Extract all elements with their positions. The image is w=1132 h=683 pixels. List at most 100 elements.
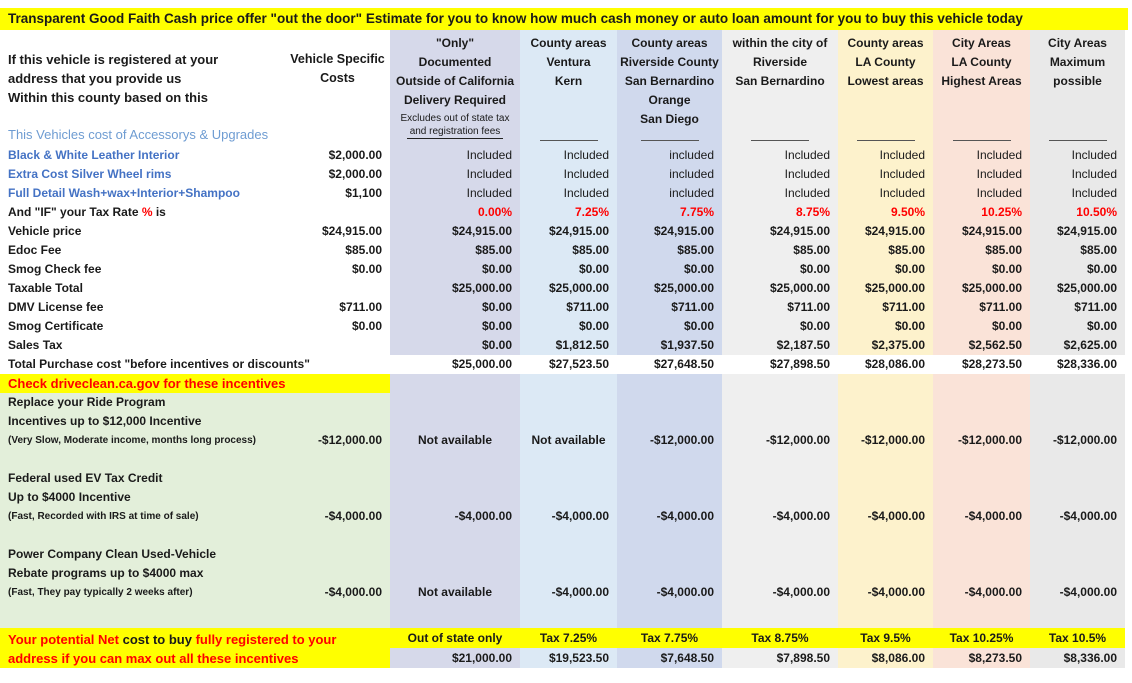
row-label: Vehicle price [8, 224, 82, 238]
column-header-line: Maximum [1049, 55, 1106, 69]
row-label: And "IF" your Tax Rate % is [0, 203, 285, 222]
cell-ventura-kern: -$4,000.00 [520, 507, 617, 526]
column-header-line: within the city of [732, 36, 828, 50]
cell-out-of-state [390, 393, 520, 412]
cell-out-of-state [390, 602, 520, 621]
check-driveclean-banner: Check driveclean.ca.gov for these incent… [0, 374, 390, 393]
column-header-city-riverside: within the city of Riverside San Bernardin… [722, 30, 838, 146]
note-line: and registration fees [390, 125, 520, 139]
title-banner: Transparent Good Faith Cash price offer … [0, 8, 1128, 30]
driveclean-link[interactable]: driveclean.ca.gov [50, 376, 160, 391]
row-label: Smog Check fee [8, 262, 102, 276]
cell-la-lowest: $25,000.00 [838, 279, 933, 298]
incentive-heading: Rebate programs up to $4000 max [0, 564, 390, 583]
incentive-row: Incentives up to $12,000 Incentive [0, 412, 1125, 431]
row-label: Extra Cost Silver Wheel rims [8, 167, 172, 181]
label-fragment: fully registered to your [195, 632, 337, 647]
cell-vehicle-specific-cost: $1,100 [345, 186, 382, 200]
cell-riverside-county [617, 488, 722, 507]
table-row: Smog Certificate $0.00 $0.00 $0.00 $0.00 $0.0… [0, 317, 1125, 336]
incentive-label [0, 602, 390, 621]
cell-out-of-state: -$4,000.00 [390, 507, 520, 526]
cell-city-riverside [722, 545, 838, 564]
cell-maximum: 10.50% [1030, 203, 1125, 222]
cell-la-lowest: $0.00 [838, 260, 933, 279]
footer-net-cost-out-of-state: $21,000.00 [390, 648, 520, 668]
cell-la-highest [933, 564, 1030, 583]
banner-suffix: for these incentives [159, 376, 286, 391]
cell-ventura-kern [520, 450, 617, 469]
header-underline [640, 140, 699, 141]
cell-riverside-county: $1,937.50 [617, 336, 722, 355]
cell-riverside-county [617, 545, 722, 564]
column-header-line: LA County [951, 55, 1012, 69]
footer-tax-label: Tax 7.75% [617, 628, 722, 648]
cell-la-lowest: $0.00 [838, 317, 933, 336]
spacer-strip [0, 621, 1125, 628]
cell-vehicle-specific-cost: $2,000.00 [328, 148, 382, 162]
table-row: Full Detail Wash+wax+Interior+Shampoo $1,… [0, 184, 1125, 203]
cell-la-highest: $85.00 [933, 241, 1030, 260]
cell-la-highest [933, 450, 1030, 469]
cell-la-highest: 10.25% [933, 203, 1030, 222]
cell-city-riverside [722, 393, 838, 412]
column-header-la-highest: City Areas LA County Highest Areas [933, 30, 1030, 146]
cell-la-highest [933, 488, 1030, 507]
footer-net-cost-maximum: $8,336.00 [1030, 648, 1125, 668]
footer-tax-label: Tax 7.25% [520, 628, 617, 648]
cell-la-lowest: $711.00 [838, 298, 933, 317]
cell-out-of-state [390, 488, 520, 507]
cell-ventura-kern [520, 393, 617, 412]
cell-out-of-state [390, 526, 520, 545]
cell-maximum: Included [1030, 184, 1125, 203]
label-fragment: % [141, 205, 153, 219]
cell-maximum: Included [1030, 165, 1125, 184]
label-fragment: And "IF" your Tax Rate [8, 205, 142, 219]
cell-out-of-state [390, 450, 520, 469]
cell-out-of-state: Included [390, 165, 520, 184]
incentive-row: Rebate programs up to $4000 max [0, 564, 1125, 583]
incentive-row: Replace your Ride Program [0, 393, 1125, 412]
header-vsc-line: Vehicle Specific [290, 52, 385, 66]
label-fragment: cost to buy [122, 632, 196, 647]
table-row: And "IF" your Tax Rate % is 0.00% 7.25% 7.7… [0, 203, 1125, 222]
cell-la-highest [933, 526, 1030, 545]
cell-city-riverside [722, 412, 838, 431]
cell-maximum [1030, 469, 1125, 488]
incentive-heading: Federal used EV Tax Credit [0, 469, 390, 488]
cell-la-lowest [838, 621, 933, 628]
cell-maximum [1030, 545, 1125, 564]
cell-vehicle-specific-cost: $2,000.00 [328, 167, 382, 181]
cell-la-highest: -$4,000.00 [933, 583, 1030, 602]
cell-out-of-state: $24,915.00 [390, 222, 520, 241]
header-underline [1048, 140, 1107, 141]
column-header-ventura-kern: County areas Ventura Kern [520, 30, 617, 146]
cell-maximum [1030, 412, 1125, 431]
cell-riverside-county: $85.00 [617, 241, 722, 260]
note-line-underlined: and registration fees [406, 126, 504, 139]
cell-city-riverside: Included [722, 165, 838, 184]
incentive-heading: Power Company Clean Used-Vehicle [0, 545, 390, 564]
column-header-line: Orange [648, 93, 691, 107]
incentive-heading: Replace your Ride Program [0, 393, 390, 412]
cell-la-highest: $25,000.00 [933, 279, 1030, 298]
cell-ventura-kern: $85.00 [520, 241, 617, 260]
label-fragment: address if you can max out all these inc… [8, 651, 299, 666]
table-row: Extra Cost Silver Wheel rims $2,000.00 Inc… [0, 165, 1125, 184]
footer-net-cost-riverside-county: $7,648.50 [617, 648, 722, 668]
net-cost-label: Your potential Net cost to buy fully reg… [0, 628, 390, 668]
column-header-line: City Areas [1048, 36, 1107, 50]
incentive-note: (Fast, They pay typically 2 weeks after) [0, 583, 285, 602]
cell-ventura-kern: -$4,000.00 [520, 583, 617, 602]
cell-out-of-state: $25,000.00 [390, 355, 520, 374]
footer-net-cost-la-highest: $8,273.50 [933, 648, 1030, 668]
cell-city-riverside [722, 469, 838, 488]
cell-city-riverside [722, 621, 838, 628]
cell-la-highest: $711.00 [933, 298, 1030, 317]
footer-tax-label: Tax 9.5% [838, 628, 933, 648]
header-label-line: If this vehicle is registered at your [8, 52, 219, 67]
row-label: Black & White Leather Interior [8, 148, 180, 162]
cell-vehicle-specific-cost: $24,915.00 [321, 224, 382, 238]
cell-maximum: $0.00 [1030, 260, 1125, 279]
cell-la-lowest: $85.00 [838, 241, 933, 260]
